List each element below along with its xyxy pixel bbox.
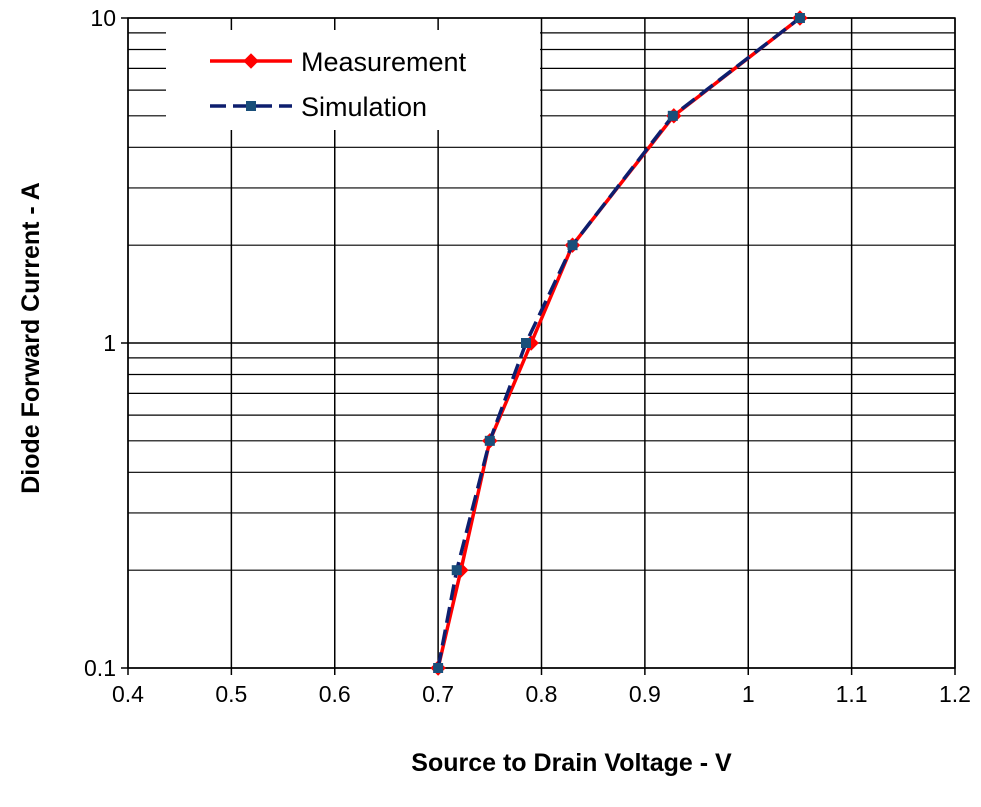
legend: Measurement Simulation	[166, 30, 540, 130]
y-tick-label: 1	[103, 330, 116, 356]
x-tick-labels: 0.4 0.5 0.6 0.7 0.8 0.9 1 1.1 1.2	[112, 668, 971, 707]
x-tick-label: 0.6	[319, 681, 351, 707]
legend-label: Simulation	[301, 92, 427, 122]
data-point-simulation	[567, 240, 578, 251]
x-tick-label: 0.7	[422, 681, 454, 707]
y-axis-title: Diode Forward Current - A	[17, 182, 45, 494]
x-tick-label: 1.1	[836, 681, 868, 707]
x-tick-label: 1.2	[939, 681, 971, 707]
data-point-simulation	[433, 663, 444, 673]
legend-box	[166, 30, 540, 130]
series-simulation	[433, 13, 805, 673]
legend-swatch-marker	[243, 53, 259, 69]
data-point-simulation	[667, 110, 678, 121]
x-axis-title: Source to Drain Voltage - V	[411, 749, 732, 777]
y-tick-label: 0.1	[84, 655, 116, 681]
x-tick-label: 0.8	[526, 681, 558, 707]
x-tick-label: 1	[742, 681, 755, 707]
legend-swatch-marker	[246, 101, 256, 111]
data-point-simulation	[520, 338, 531, 348]
series-layer	[430, 10, 808, 676]
data-point-simulation	[484, 435, 495, 446]
x-tick-label: 0.9	[629, 681, 661, 707]
data-point-simulation	[451, 565, 462, 576]
x-tick-label: 0.5	[215, 681, 247, 707]
legend-label: Measurement	[301, 47, 467, 77]
y-tick-label: 10	[90, 5, 116, 31]
legend-entry-measurement: Measurement	[210, 47, 467, 77]
legend-entry-simulation: Simulation	[210, 92, 427, 122]
legend-entries: Measurement Simulation	[210, 47, 467, 122]
y-tick-labels: 0.1 1 10	[84, 5, 128, 681]
data-point-simulation	[794, 13, 805, 23]
x-tick-label: 0.4	[112, 681, 144, 707]
